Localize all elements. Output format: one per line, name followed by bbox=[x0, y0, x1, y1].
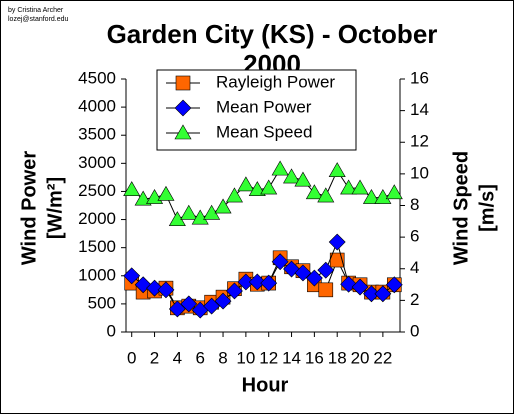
y2-axis-label-line: [m/s] bbox=[476, 184, 498, 232]
marker-square bbox=[318, 282, 334, 298]
y-axis-label-line: Wind Power bbox=[18, 151, 40, 265]
marker-triangle bbox=[157, 185, 175, 201]
y2-tick-label: 6 bbox=[410, 227, 419, 246]
marker-diamond bbox=[226, 282, 243, 300]
x-tick-label: 0 bbox=[127, 348, 136, 367]
marker-diamond bbox=[237, 273, 255, 291]
x-tick-label: 16 bbox=[305, 348, 324, 367]
marker-diamond bbox=[248, 273, 266, 291]
marker-diamond bbox=[260, 274, 278, 292]
marker-triangle bbox=[340, 179, 358, 195]
y-tick-label: 4000 bbox=[78, 97, 116, 116]
y2-tick-label: 4 bbox=[410, 258, 419, 277]
marker-triangle bbox=[123, 181, 141, 196]
y-axis-label-line: [W/m²] bbox=[44, 177, 66, 239]
x-tick-label: 18 bbox=[328, 348, 347, 367]
y-tick-label: 0 bbox=[107, 321, 116, 340]
y2-axis-label: Wind Speed [m/s] bbox=[450, 151, 498, 265]
marker-triangle bbox=[328, 162, 346, 178]
y2-tick-label: 8 bbox=[410, 195, 419, 214]
marker-diamond bbox=[374, 285, 392, 303]
y-tick-label: 500 bbox=[88, 293, 116, 312]
y2-tick-label: 12 bbox=[410, 132, 429, 151]
x-tick-label: 8 bbox=[218, 348, 227, 367]
marker-diamond bbox=[351, 278, 369, 296]
y-tick-label: 4500 bbox=[78, 68, 116, 87]
marker-diamond bbox=[271, 253, 289, 271]
marker-diamond bbox=[203, 297, 221, 315]
y-tick-label: 3500 bbox=[78, 125, 116, 144]
marker-diamond bbox=[214, 292, 232, 310]
marker-diamond bbox=[123, 267, 141, 285]
legend-label: Mean Speed bbox=[216, 122, 312, 141]
legend-label: Mean Power bbox=[216, 97, 312, 116]
marker-diamond bbox=[317, 261, 335, 279]
legend-marker bbox=[175, 75, 191, 91]
y-tick-label: 2000 bbox=[78, 209, 116, 228]
marker-triangle bbox=[271, 160, 289, 176]
y2-axis-label-line: Wind Speed bbox=[450, 151, 472, 265]
marker-diamond bbox=[168, 300, 186, 318]
marker-triangle bbox=[385, 184, 403, 200]
y-tick-label: 3000 bbox=[78, 153, 116, 172]
x-tick-label: 10 bbox=[236, 348, 255, 367]
y2-tick-label: 16 bbox=[410, 68, 429, 87]
credit: lozej@stanford.edu bbox=[8, 16, 69, 23]
legend-marker bbox=[174, 124, 192, 140]
marker-diamond bbox=[294, 264, 312, 282]
marker-diamond bbox=[146, 279, 163, 297]
marker-diamond bbox=[305, 269, 323, 287]
y2-tick-label: 2 bbox=[410, 290, 419, 309]
y-axis-label: Wind Power [W/m²] bbox=[18, 151, 66, 265]
legend-label: Rayleigh Power bbox=[216, 72, 335, 91]
x-axis-label: Hour bbox=[242, 374, 289, 396]
marker-triangle bbox=[214, 198, 232, 214]
x-tick-label: 6 bbox=[195, 348, 204, 367]
marker-diamond bbox=[363, 285, 380, 303]
y2-tick-label: 0 bbox=[410, 321, 419, 340]
legend-marker bbox=[174, 99, 192, 117]
marker-triangle bbox=[260, 179, 278, 195]
credit: by Cristina Archer bbox=[8, 7, 64, 14]
marker-diamond bbox=[180, 295, 198, 313]
marker-triangle bbox=[225, 187, 243, 203]
marker-diamond bbox=[328, 233, 346, 251]
y2-tick-label: 10 bbox=[410, 163, 429, 182]
marker-triangle bbox=[283, 168, 301, 184]
x-tick-label: 4 bbox=[173, 348, 182, 367]
marker-triangle bbox=[374, 188, 392, 204]
marker-diamond bbox=[340, 275, 358, 293]
x-tick-label: 22 bbox=[373, 348, 392, 367]
marker-triangle bbox=[237, 176, 255, 192]
y-tick-label: 2500 bbox=[78, 181, 116, 200]
x-tick-label: 2 bbox=[150, 348, 159, 367]
marker-triangle bbox=[294, 171, 312, 187]
x-tick-label: 12 bbox=[259, 348, 278, 367]
marker-triangle bbox=[180, 204, 198, 220]
marker-triangle bbox=[134, 190, 152, 206]
marker-diamond bbox=[157, 281, 175, 299]
y2-tick-label: 14 bbox=[410, 100, 429, 119]
marker-triangle bbox=[317, 187, 335, 203]
marker-triangle bbox=[248, 181, 266, 196]
marker-triangle bbox=[191, 209, 209, 225]
marker-triangle bbox=[351, 179, 369, 195]
marker-triangle bbox=[305, 184, 323, 200]
marker-diamond bbox=[385, 276, 403, 294]
x-tick-label: 14 bbox=[282, 348, 301, 367]
x-tick-label: 20 bbox=[351, 348, 370, 367]
y-tick-label: 1500 bbox=[78, 237, 116, 256]
marker-triangle bbox=[362, 188, 380, 204]
chart-title: Garden City (KS) - October bbox=[107, 19, 438, 49]
y-tick-label: 1000 bbox=[78, 265, 116, 284]
